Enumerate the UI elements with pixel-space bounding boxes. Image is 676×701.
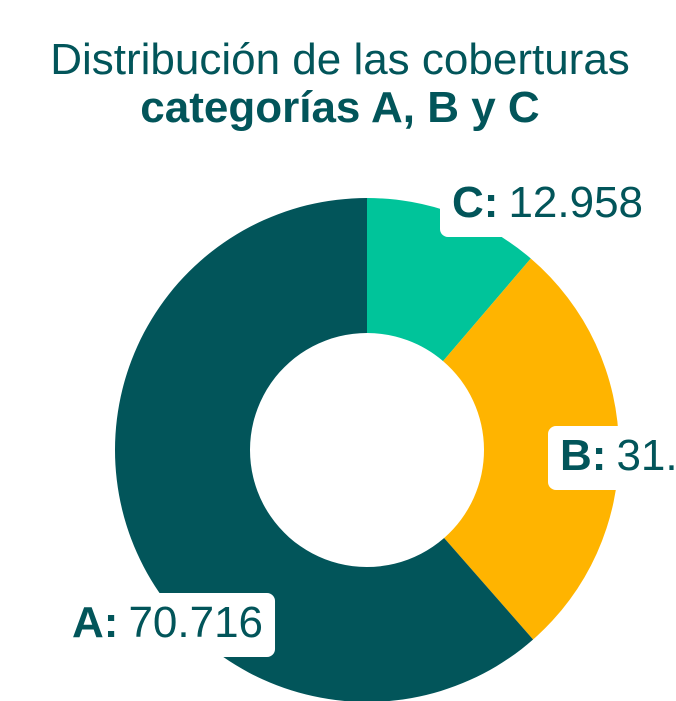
label-box [440, 173, 656, 237]
label-value: 31.4 [616, 431, 676, 480]
label-text: B:31.4 [560, 431, 676, 480]
chart-subtitle: categorías A, B y C [140, 83, 539, 132]
data-labels: C:12.958 B:31.4 A:70.716 [60, 173, 676, 657]
label-category: A: [72, 598, 118, 647]
label-text: C: 12.958 [452, 178, 643, 227]
donut-slice [367, 198, 531, 362]
data-label: B:31.4 [548, 426, 676, 490]
donut-slice [115, 198, 534, 701]
label-category: B: [560, 431, 606, 480]
label-value: 70.716 [128, 598, 263, 647]
label-value: 12.958 [508, 178, 643, 227]
data-label: A: 70.716 [60, 593, 276, 657]
label-box [548, 426, 676, 490]
chart-title: Distribución de las coberturas [50, 35, 630, 84]
data-label: C: 12.958 [440, 173, 656, 237]
label-text: A: 70.716 [72, 598, 263, 647]
donut [115, 198, 619, 701]
donut-slice [443, 258, 619, 640]
label-box [60, 593, 276, 657]
label-category: C: [452, 178, 498, 227]
